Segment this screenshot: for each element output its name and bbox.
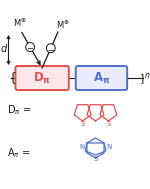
- Text: M$^{\oplus}$: M$^{\oplus}$: [56, 19, 70, 31]
- FancyBboxPatch shape: [15, 66, 69, 90]
- Text: N: N: [80, 144, 85, 150]
- Circle shape: [46, 44, 55, 53]
- Text: $-$: $-$: [47, 44, 55, 53]
- Text: S: S: [93, 156, 98, 162]
- Text: n: n: [144, 71, 149, 81]
- FancyBboxPatch shape: [76, 66, 127, 90]
- Text: S: S: [106, 121, 111, 127]
- Text: $-$: $-$: [26, 43, 34, 52]
- Text: D$_\mathbf{\pi}$: D$_\mathbf{\pi}$: [33, 70, 51, 86]
- Text: {: {: [8, 71, 16, 84]
- Circle shape: [26, 43, 35, 52]
- Text: N: N: [106, 144, 111, 150]
- Text: A$_\mathbf{\pi}$: A$_\mathbf{\pi}$: [93, 70, 110, 86]
- Text: D$_\pi$ =: D$_\pi$ =: [6, 103, 31, 117]
- Text: S: S: [80, 121, 85, 127]
- Text: ]: ]: [139, 73, 143, 83]
- Text: d: d: [0, 44, 7, 54]
- Text: M$^{\oplus}$: M$^{\oplus}$: [12, 17, 26, 29]
- Text: A$_\pi$ =: A$_\pi$ =: [6, 146, 30, 160]
